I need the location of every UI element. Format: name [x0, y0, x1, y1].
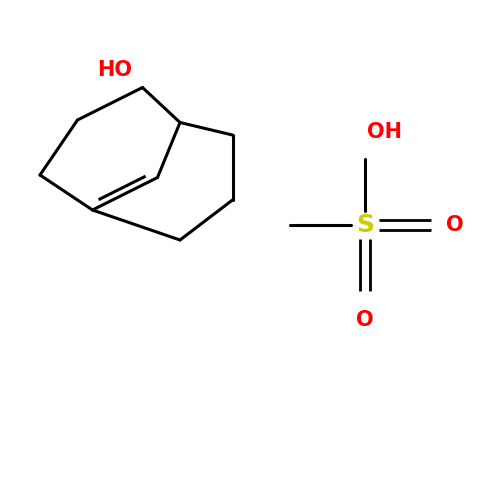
Text: HO: HO — [98, 60, 132, 80]
Text: OH: OH — [368, 122, 402, 142]
Text: O: O — [446, 215, 464, 235]
Text: S: S — [356, 213, 374, 237]
Text: O: O — [356, 310, 374, 330]
